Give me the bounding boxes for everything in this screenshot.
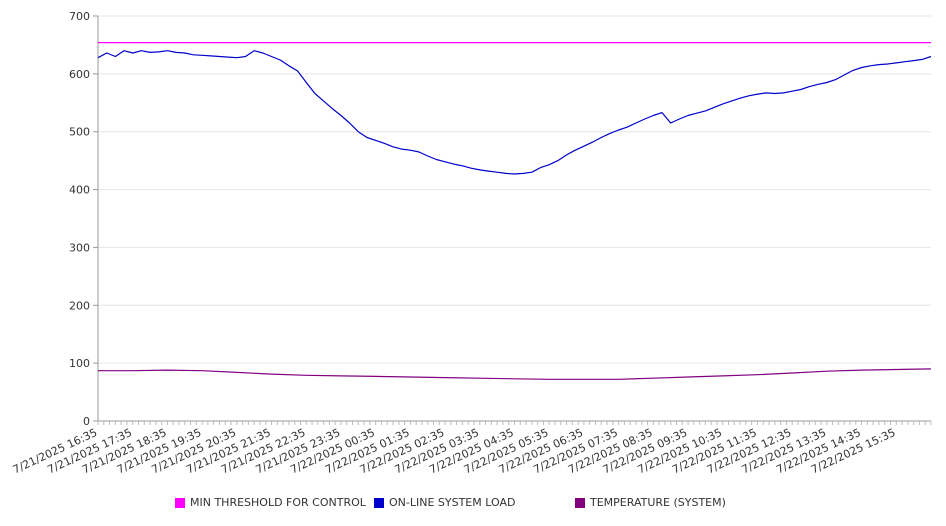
series-line-2 bbox=[98, 368, 932, 380]
series-line-1 bbox=[97, 50, 932, 175]
legend-swatch bbox=[575, 497, 585, 508]
legend-swatch bbox=[175, 497, 185, 508]
legend: MIN THRESHOLD FOR CONTROL ON-LINE SYSTEM… bbox=[0, 496, 946, 516]
y-axis-tick-labels: 0 100 200 300 400 500 600 700 bbox=[69, 10, 90, 428]
series-lines bbox=[97, 41, 932, 380]
legend-swatch bbox=[374, 497, 384, 508]
y-tick-label: 300 bbox=[69, 241, 90, 254]
y-tick-label: 0 bbox=[83, 415, 90, 428]
y-tick-label: 700 bbox=[69, 10, 90, 23]
y-tick-label: 400 bbox=[69, 184, 90, 197]
y-tick-label: 200 bbox=[69, 299, 90, 312]
legend-item-threshold[interactable]: MIN THRESHOLD FOR CONTROL bbox=[175, 496, 366, 509]
y-tick-label: 600 bbox=[69, 68, 90, 81]
axes bbox=[93, 15, 932, 425]
y-tick-label: 500 bbox=[69, 126, 90, 139]
x-axis-tick-labels: 7/21/2025 16:357/21/2025 17:357/21/2025 … bbox=[11, 426, 898, 476]
gridlines bbox=[98, 15, 931, 364]
legend-label: ON-LINE SYSTEM LOAD bbox=[389, 496, 516, 509]
legend-label: MIN THRESHOLD FOR CONTROL bbox=[190, 496, 366, 509]
legend-label: TEMPERATURE (SYSTEM) bbox=[590, 496, 726, 509]
legend-item-temperature[interactable]: TEMPERATURE (SYSTEM) bbox=[575, 496, 726, 509]
legend-item-system-load[interactable]: ON-LINE SYSTEM LOAD bbox=[374, 496, 515, 509]
y-tick-label: 100 bbox=[69, 357, 90, 370]
